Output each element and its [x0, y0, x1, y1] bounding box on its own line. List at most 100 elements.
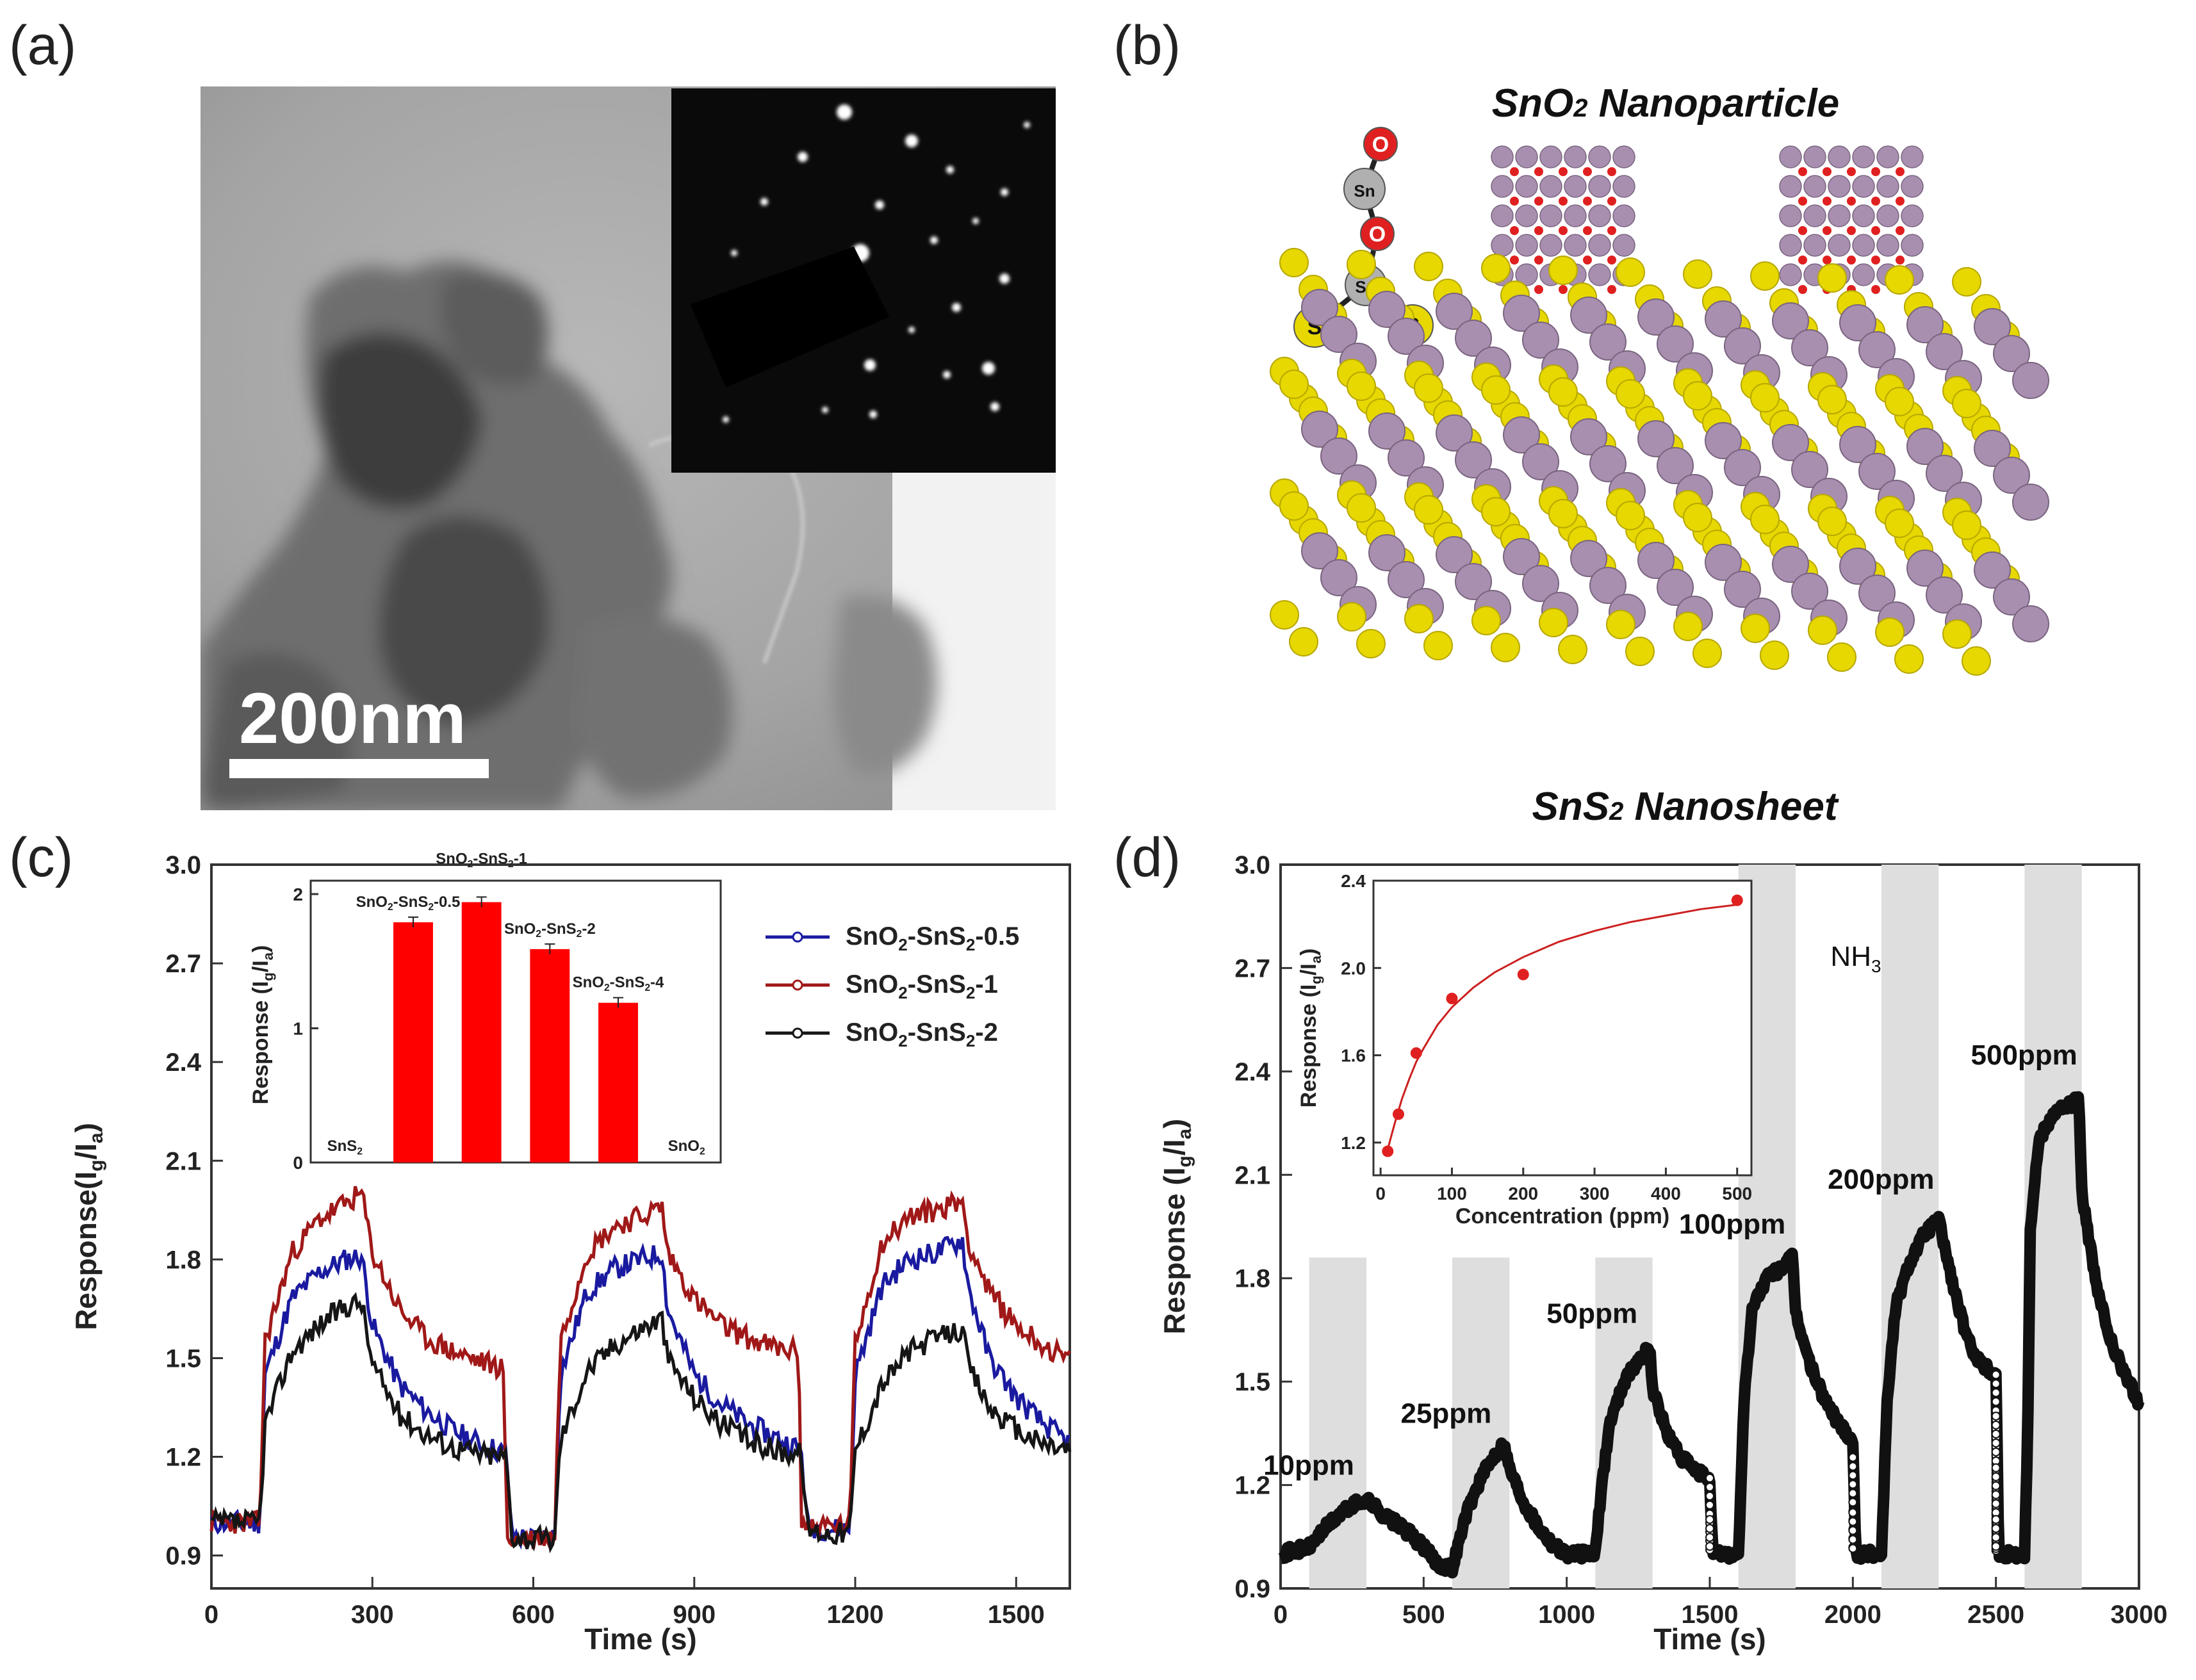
- x-tick-label: 1500: [988, 1601, 1045, 1629]
- tin-atom: [1515, 263, 1538, 286]
- d-inset: 0 100 200 300 400 500 1.2 1.6 2.0 2.4 Concentrati…: [1297, 871, 1753, 1228]
- tin-atom: [1320, 559, 1357, 596]
- tin-atom: [1570, 540, 1607, 577]
- sulfur-atom: [1279, 248, 1309, 277]
- tin-atom: [1637, 542, 1675, 579]
- data-point: [1410, 1047, 1422, 1059]
- tin-atom: [1791, 573, 1828, 610]
- tin-atom: [1852, 234, 1875, 257]
- tin-atom: [1515, 234, 1538, 257]
- tin-atom: [1455, 320, 1492, 357]
- tin-atom: [1564, 204, 1587, 227]
- oxygen-atom: [1607, 167, 1616, 176]
- sulfur-atom: [1625, 637, 1655, 666]
- sns2-nanosheet: [1270, 248, 2049, 676]
- atom-label: O: [1372, 133, 1389, 157]
- oxygen-atom: [1559, 226, 1568, 235]
- tin-atom: [1522, 322, 1559, 359]
- tin-atom: [1876, 145, 1899, 168]
- tin-atom: [1779, 175, 1802, 198]
- sulfur-atom: [1279, 491, 1309, 521]
- oxygen-atom: [1847, 256, 1856, 265]
- sulfur-atom: [1548, 256, 1578, 285]
- transition-marker: [1991, 1515, 2001, 1524]
- tin-atom: [1589, 567, 1627, 604]
- sulfur-atom: [1423, 631, 1453, 660]
- tin-atom: [1779, 145, 1802, 168]
- sulfur-atom: [1808, 616, 1837, 645]
- sulfur-atom: [1279, 370, 1309, 399]
- tin-atom: [1772, 424, 1809, 461]
- tin-atom: [1791, 329, 1828, 366]
- oxygen-atom: [1798, 285, 1807, 294]
- inset-x-tick-label: 300: [1580, 1184, 1610, 1203]
- tin-atom: [1974, 551, 2011, 589]
- tin-atom: [1539, 175, 1562, 198]
- d-inset-plot: 0 100 200 300 400 500 1.2 1.6 2.0 2.4: [1341, 871, 1752, 1203]
- d-inset-x-label: Concentration (ppm): [1455, 1204, 1669, 1228]
- legend-entry: SnO2-SnS2-1: [846, 970, 998, 1002]
- y-tick-label: 0.9: [165, 1542, 201, 1570]
- oxygen-atom: [1363, 127, 1398, 161]
- oxygen-atom: [1583, 167, 1592, 176]
- x-tick-label: 2500: [1967, 1601, 2024, 1629]
- transition-marker: [1991, 1463, 2001, 1472]
- sulfur-atom: [1471, 606, 1501, 635]
- inset-x-tick-label: 500: [1722, 1184, 1752, 1203]
- sulfur-atom: [1885, 265, 1914, 295]
- tin-atom: [1901, 234, 1924, 257]
- tin-atom: [1564, 234, 1587, 257]
- transition-marker: [1991, 1388, 2001, 1398]
- sulfur-atom: [1356, 629, 1386, 658]
- transition-marker: [1848, 1488, 1858, 1498]
- tin-atom: [1974, 308, 2011, 345]
- bar-label: SnO2-SnS2-4: [573, 974, 664, 993]
- y-tick-label: 1.8: [1234, 1265, 1270, 1293]
- tin-atom: [1368, 291, 1405, 328]
- atom-label: Sn: [1354, 181, 1375, 200]
- data-point: [1392, 1108, 1404, 1120]
- sulfur-atom: [1347, 493, 1376, 523]
- oxygen-atom: [1559, 197, 1568, 206]
- tin-atom: [1852, 145, 1875, 168]
- tin-atom: [1803, 175, 1826, 198]
- bar-SnO2-SnS2-1: [461, 902, 502, 1162]
- tin-atom: [1368, 534, 1405, 571]
- sulfur-atom: [1750, 383, 1780, 412]
- tin-atom: [1320, 316, 1357, 353]
- tin-atom: [1515, 204, 1538, 227]
- tin-atom: [1588, 263, 1611, 286]
- sulfur-atom: [1270, 600, 1299, 630]
- transition-marker: [1991, 1447, 2001, 1456]
- x-tick-label: 0: [204, 1601, 218, 1629]
- sulfur-atom: [1481, 375, 1511, 405]
- transition-marker: [1991, 1397, 2001, 1407]
- oxygen-atom: [1798, 256, 1807, 265]
- tin-atom: [1564, 175, 1587, 198]
- d-axes: 0 500 1000 1500 2000 2500 30000.91.21.51.82.12…: [1234, 851, 2167, 1629]
- y-tick-label: 2.1: [165, 1147, 201, 1175]
- x-tick-label: 0: [1274, 1601, 1288, 1629]
- x-tick-label: 1200: [827, 1601, 884, 1629]
- sulfur-atom: [1750, 505, 1780, 534]
- inset-y-tick-label: 1.2: [1341, 1133, 1366, 1153]
- tin-atom: [1455, 441, 1492, 478]
- tin-atom: [1828, 175, 1851, 198]
- oxygen-atom: [1559, 167, 1568, 176]
- series-line-SnO2-SnS2-1: [209, 1186, 1072, 1549]
- tin-atom: [1839, 304, 1876, 341]
- scale-bar-label: 200nm: [239, 678, 466, 758]
- sulfur-atom: [1692, 639, 1722, 668]
- transition-marker: [1848, 1508, 1858, 1517]
- transition-marker: [1991, 1370, 2001, 1380]
- concentration-label: 200ppm: [1828, 1164, 1934, 1195]
- tin-atom: [1906, 550, 1944, 587]
- c-inset-y-label: Response (Ig/Ia): [249, 945, 276, 1105]
- oxygen-atom: [1798, 226, 1807, 235]
- x-tick-label: 300: [351, 1601, 394, 1629]
- inset-y-tick-label: 1: [293, 1018, 303, 1038]
- tin-atom: [1657, 325, 1694, 363]
- y-tick-label: 2.7: [165, 950, 201, 978]
- inset-y-tick-label: 0: [293, 1153, 303, 1173]
- sulfur-atom: [1827, 642, 1856, 672]
